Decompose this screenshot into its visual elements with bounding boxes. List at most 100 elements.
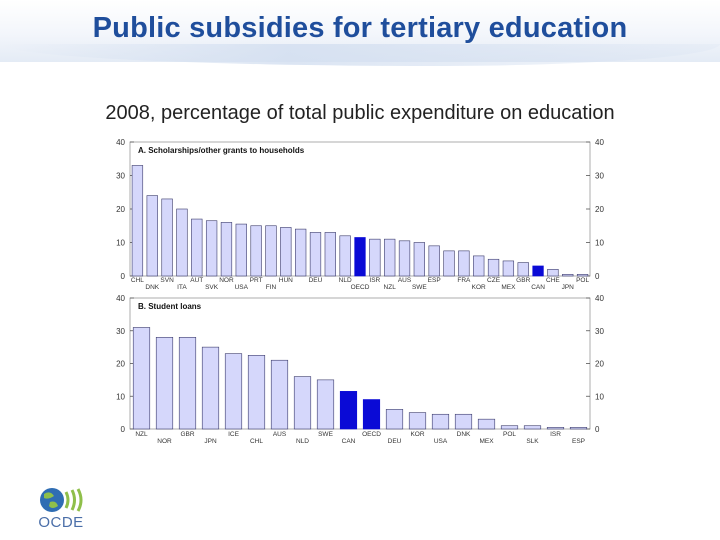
bar-cze (487, 258, 500, 277)
y-tick-label-right: 0 (595, 272, 600, 281)
y-tick-label-left: 20 (116, 205, 125, 214)
x-tick-label: KOR (472, 284, 486, 291)
bar-usa (235, 223, 247, 277)
x-tick-label: MEX (479, 438, 494, 445)
x-tick-label: CAN (531, 284, 545, 291)
bar-usa (431, 413, 450, 430)
logo-text: OCDE (38, 514, 84, 531)
bar-aus (270, 359, 289, 430)
bar-slk (523, 425, 542, 430)
y-tick-label-left: 0 (121, 425, 126, 434)
x-tick-label: POL (576, 277, 589, 284)
bar-unlabeled (295, 228, 307, 277)
x-tick-label: DNK (145, 284, 159, 291)
bar-pol (576, 274, 589, 277)
x-tick-label: CHL (131, 277, 144, 284)
x-tick-label: OECD (362, 431, 381, 438)
x-tick-label: JPN (204, 438, 217, 445)
chart-panel-title: B. Student loans (138, 302, 202, 311)
bar-deu (385, 409, 404, 430)
x-tick-label: OECD (351, 284, 370, 291)
page-title: Public subsidies for tertiary education (92, 12, 628, 44)
x-tick-label: NZL (384, 284, 397, 291)
x-tick-label: DEU (309, 277, 323, 284)
y-tick-label-right: 20 (595, 205, 604, 214)
bar-ice (224, 353, 243, 430)
x-tick-label: SWE (412, 284, 427, 291)
x-tick-label: DEU (388, 438, 402, 445)
x-tick-label: GBR (180, 431, 194, 438)
y-tick-label-left: 10 (116, 392, 125, 401)
x-tick-label: NLD (339, 277, 352, 284)
bar-che (547, 268, 559, 277)
x-tick-label: JPN (562, 284, 575, 291)
bar-nld (293, 376, 312, 430)
x-tick-label: USA (235, 284, 249, 291)
x-tick-label: HUN (279, 277, 293, 284)
x-tick-label: CZE (487, 277, 501, 284)
bar-hun (280, 227, 292, 277)
bar-gbr (517, 262, 529, 277)
bar-ita (176, 208, 188, 277)
y-tick-label-right: 10 (595, 392, 604, 401)
y-tick-label-right: 40 (595, 138, 604, 147)
bar-svk (205, 220, 218, 277)
x-tick-label: NZL (135, 431, 148, 438)
y-tick-label-left: 30 (116, 327, 125, 336)
chart-panel-frame (129, 297, 591, 430)
bar-nor (220, 222, 233, 277)
x-tick-label: ICE (228, 431, 240, 438)
chart-panel-title: A. Scholarships/other grants to househol… (138, 146, 305, 155)
y-tick-label-right: 10 (595, 239, 604, 248)
x-tick-label: GBR (516, 277, 530, 284)
y-tick-label-left: 40 (116, 294, 125, 303)
bar-can (339, 391, 358, 430)
bar-isr (546, 427, 565, 430)
bar-nzl (384, 238, 396, 277)
x-tick-label: NLD (296, 438, 309, 445)
x-tick-label: ITA (177, 284, 187, 291)
bar-deu (309, 232, 322, 277)
bar-kor (473, 255, 485, 277)
bar-mex (477, 418, 496, 430)
x-tick-label: FRA (457, 277, 471, 284)
bar-nzl (132, 327, 151, 430)
bar-jpn (201, 346, 220, 430)
x-tick-label: MEX (501, 284, 516, 291)
page-subtitle: 2008, percentage of total public expendi… (105, 102, 615, 124)
bar-isr (369, 238, 381, 277)
x-tick-label: SVN (160, 277, 174, 284)
y-tick-label-right: 30 (595, 327, 604, 336)
y-tick-label-left: 20 (116, 360, 125, 369)
x-tick-label: PRT (250, 277, 263, 284)
oecd-globe-logo-icon (40, 488, 83, 512)
bar-fin (265, 225, 277, 277)
x-tick-label: USA (434, 438, 448, 445)
bar-unlabeled (443, 250, 455, 277)
bar-mex (502, 260, 515, 277)
bar-dnk (454, 413, 473, 430)
bar-esp (569, 427, 588, 430)
y-tick-label-right: 0 (595, 425, 600, 434)
x-tick-label: ESP (428, 277, 441, 284)
bar-aut (191, 218, 203, 277)
y-tick-label-left: 0 (121, 272, 126, 281)
bar-prt (250, 225, 262, 277)
header-swoosh (0, 44, 720, 66)
x-tick-label: AUS (273, 431, 287, 438)
x-tick-label: CHE (546, 277, 560, 284)
bar-kor (408, 412, 427, 430)
x-tick-label: CHL (250, 438, 263, 445)
bar-pol (500, 425, 519, 430)
x-tick-label: CAN (342, 438, 356, 445)
y-tick-label-left: 30 (116, 172, 125, 181)
x-tick-label: ISR (369, 277, 380, 284)
bar-swe (316, 379, 335, 430)
x-tick-label: ISR (550, 431, 561, 438)
bar-unlabeled (324, 232, 336, 277)
y-tick-label-left: 40 (116, 138, 125, 147)
x-tick-label: DNK (457, 431, 471, 438)
y-tick-label-left: 10 (116, 239, 125, 248)
x-tick-label: AUT (190, 277, 203, 284)
